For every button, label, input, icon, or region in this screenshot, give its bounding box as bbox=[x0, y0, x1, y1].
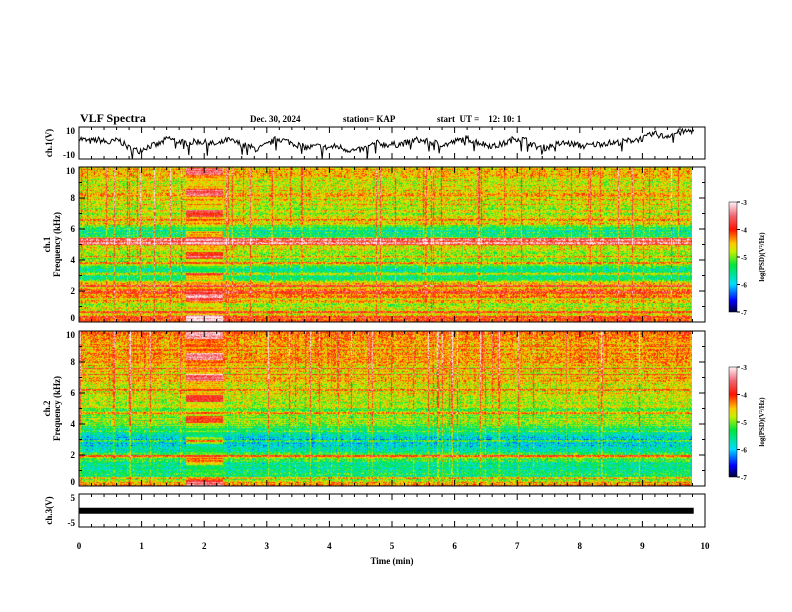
colorbar-frame bbox=[728, 366, 738, 478]
figure-title: VLF Spectra bbox=[80, 111, 146, 125]
x-tick-label: 0 bbox=[77, 541, 82, 551]
y-tick-label: -10 bbox=[63, 150, 75, 160]
y-tick-label: 0 bbox=[71, 477, 76, 487]
colorbar-tick-label: -5 bbox=[741, 419, 747, 427]
x-axis-label: Time (min) bbox=[370, 556, 413, 566]
colorbar-tick-label: -3 bbox=[741, 364, 747, 372]
y-tick-label: 8 bbox=[71, 357, 76, 367]
ch1-colorbar bbox=[729, 202, 737, 312]
ch2-spectrogram-frame bbox=[78, 330, 706, 487]
colorbar-tick-label: -3 bbox=[741, 199, 747, 207]
colorbar-tick-label: -7 bbox=[741, 474, 747, 482]
y-tick-label: 10 bbox=[66, 330, 76, 340]
y-tick-label: 4 bbox=[71, 419, 76, 429]
y-axis-label: ch.2 bbox=[42, 400, 52, 416]
x-tick-label: 7 bbox=[515, 541, 520, 551]
x-tick-label: 5 bbox=[390, 541, 395, 551]
y-tick-label: -5 bbox=[68, 518, 76, 528]
y-axis-label: ch.1(V) bbox=[44, 129, 54, 157]
y-axis-label: ch.3(V) bbox=[44, 496, 54, 524]
ch1-spectrogram-image bbox=[79, 167, 692, 322]
y-tick-label: 8 bbox=[71, 193, 76, 203]
colorbar-tick-label: -6 bbox=[741, 282, 747, 290]
x-tick-label: 8 bbox=[578, 541, 583, 551]
ch2-colorbar bbox=[729, 367, 737, 477]
y-axis-label: Frequency (kHz) bbox=[52, 212, 62, 277]
station-label: station= KAP bbox=[343, 114, 396, 124]
date-label: Dec. 30, 2024 bbox=[250, 114, 301, 124]
colorbar-tick-label: -6 bbox=[741, 447, 747, 455]
y-tick-label: 6 bbox=[71, 224, 76, 234]
x-tick-label: 3 bbox=[265, 541, 270, 551]
y-tick-label: 10 bbox=[66, 126, 76, 136]
y-tick-label: 0 bbox=[71, 313, 76, 323]
y-tick-label: 6 bbox=[71, 388, 76, 398]
y-tick-label: 5 bbox=[71, 493, 76, 503]
y-axis-label: ch.1 bbox=[42, 236, 52, 252]
colorbar-label: log(PSD)(V²/Hz) bbox=[758, 232, 766, 282]
colorbar-tick-label: -7 bbox=[741, 309, 747, 317]
y-tick-label: 10 bbox=[66, 166, 76, 176]
colorbar-tick-label: -5 bbox=[741, 254, 747, 262]
start-time-label: start UT = 12: 10: 1 bbox=[437, 114, 522, 124]
y-tick-label: 2 bbox=[71, 450, 76, 460]
ch1-spectrogram-frame bbox=[78, 166, 706, 323]
ch2-spectrogram-image bbox=[79, 331, 692, 486]
y-axis-label: Frequency (kHz) bbox=[52, 376, 62, 441]
y-tick-label: 4 bbox=[71, 255, 76, 265]
colorbar-tick-label: -4 bbox=[741, 392, 747, 400]
x-tick-label: 4 bbox=[327, 541, 332, 551]
x-tick-label: 6 bbox=[452, 541, 457, 551]
colorbar-label: log(PSD)(V²/Hz) bbox=[758, 397, 766, 447]
ch1-waveform-line bbox=[78, 127, 695, 160]
x-tick-label: 10 bbox=[701, 541, 711, 551]
y-tick-label: 2 bbox=[71, 286, 76, 296]
colorbar-frame bbox=[728, 201, 738, 313]
x-tick-label: 2 bbox=[202, 541, 207, 551]
x-tick-label: 9 bbox=[640, 541, 645, 551]
colorbar-tick-label: -4 bbox=[741, 227, 747, 235]
x-tick-label: 1 bbox=[139, 541, 144, 551]
